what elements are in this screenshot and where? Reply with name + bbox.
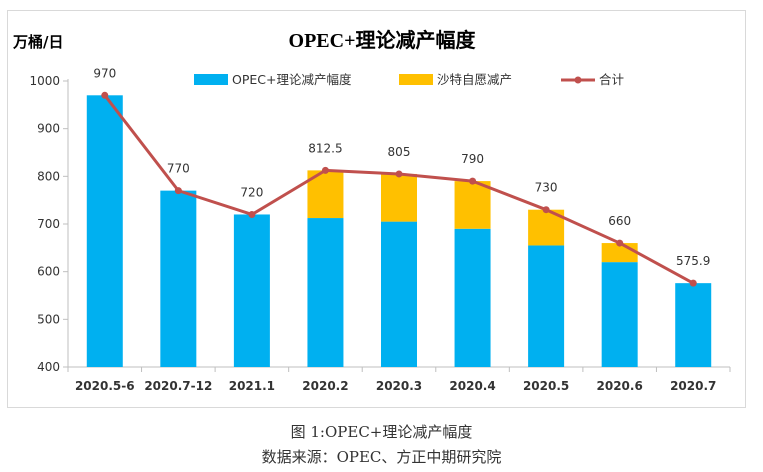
- total-line-point: [395, 170, 403, 178]
- bars: [86, 95, 712, 368]
- bar-saudi: [454, 181, 491, 229]
- data-label: 790: [461, 152, 484, 166]
- total-line-point: [689, 279, 697, 287]
- total-line-point: [542, 206, 550, 214]
- x-tick-label: 2020.7-12: [144, 379, 212, 393]
- data-label: 805: [388, 145, 411, 159]
- data-label: 575.9: [676, 254, 710, 268]
- legend-label-opec: OPEC+理论减产幅度: [232, 72, 352, 87]
- source-caption: 数据来源：OPEC、方正中期研究院: [261, 448, 502, 466]
- y-tick-label: 500: [37, 312, 60, 326]
- x-tick-label: 2020.2: [302, 379, 348, 393]
- x-tick-label: 2020.4: [449, 379, 495, 393]
- bar-opec: [675, 283, 712, 367]
- total-line-point: [248, 210, 256, 218]
- total-line-point: [174, 187, 182, 195]
- legend-swatch-saudi: [399, 74, 433, 85]
- x-tick-label: 2021.1: [229, 379, 275, 393]
- y-axis: 400 500 600 700 800 900 1000: [29, 74, 69, 374]
- chart-title: OPEC+理论减产幅度: [289, 28, 477, 52]
- x-tick-label: 2020.5-6: [75, 379, 135, 393]
- bar-opec: [86, 95, 123, 368]
- total-line-point: [101, 91, 109, 99]
- data-label: 660: [608, 214, 631, 228]
- data-label: 812.5: [308, 141, 342, 155]
- bar-opec: [601, 262, 638, 367]
- total-line-point: [616, 239, 624, 247]
- bar-opec: [454, 228, 491, 367]
- x-tick-label: 2020.3: [376, 379, 422, 393]
- y-axis-title: 万桶/日: [12, 33, 63, 51]
- data-label: 770: [167, 162, 190, 176]
- y-tick-label: 400: [37, 360, 60, 374]
- bar-opec: [307, 218, 344, 367]
- chart-frame: OPEC+理论减产幅度 万桶/日 OPEC+理论减产幅度 沙特自愿减产 合计 4…: [7, 10, 746, 408]
- legend-label-saudi: 沙特自愿减产: [437, 72, 512, 87]
- x-tick-label: 2020.6: [597, 379, 643, 393]
- legend-marker-total: [574, 76, 582, 84]
- y-tick-label: 700: [37, 217, 60, 231]
- bar-saudi: [381, 173, 417, 222]
- x-tick-label: 2020.7: [670, 379, 716, 393]
- data-label: 730: [535, 181, 558, 195]
- legend-label-total: 合计: [599, 72, 624, 87]
- x-axis: 2020.5-6 2020.7-12 2021.1 2020.2 2020.3 2020.…: [67, 366, 731, 393]
- total-line-point: [469, 177, 477, 185]
- y-tick-label: 900: [37, 122, 60, 136]
- data-label: 720: [240, 185, 263, 199]
- bar-opec: [233, 214, 270, 367]
- total-line-point: [321, 166, 329, 174]
- y-tick-label: 1000: [29, 74, 60, 88]
- legend: OPEC+理论减产幅度 沙特自愿减产 合计: [194, 72, 624, 87]
- total-line: [101, 91, 697, 287]
- data-label: 970: [93, 66, 116, 80]
- data-labels: 970 770 720 812.5 805 790 730 660 575.9: [93, 66, 710, 268]
- bar-opec: [381, 221, 417, 367]
- y-tick-label: 600: [37, 265, 60, 279]
- bar-opec: [528, 245, 565, 367]
- legend-swatch-opec: [194, 74, 228, 85]
- chart: OPEC+理论减产幅度 万桶/日 OPEC+理论减产幅度 沙特自愿减产 合计 4…: [12, 28, 731, 393]
- bar-opec: [160, 190, 197, 367]
- figure-caption: 图 1:OPEC+理论减产幅度: [290, 423, 473, 441]
- y-tick-label: 800: [37, 169, 60, 183]
- x-tick-label: 2020.5: [523, 379, 569, 393]
